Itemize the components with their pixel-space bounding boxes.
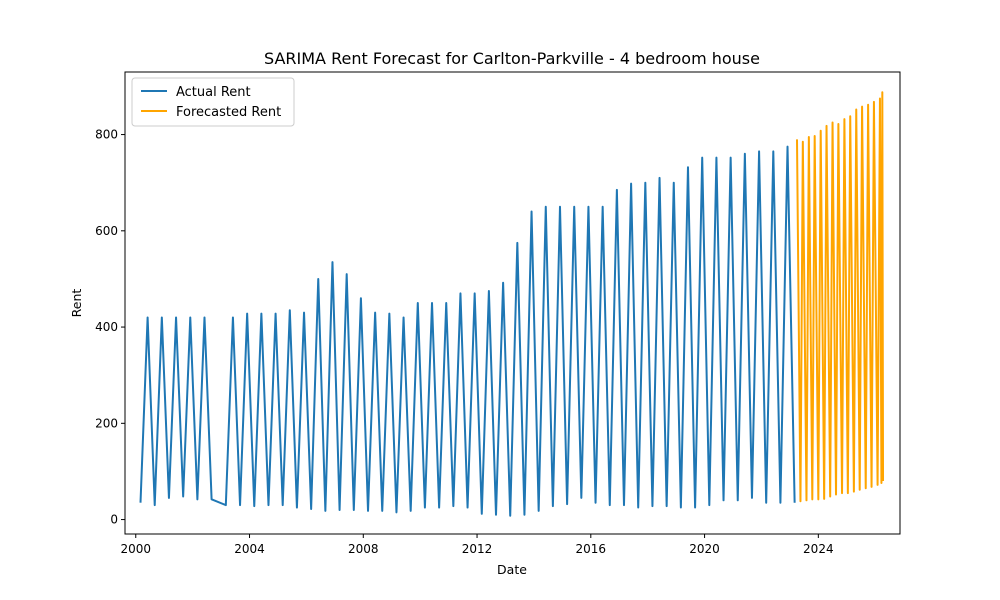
y-tick-label: 800 <box>95 128 118 142</box>
x-tick-label: 2024 <box>803 542 834 556</box>
legend: Actual Rent Forecasted Rent <box>131 77 295 127</box>
y-axis: 0 200 400 600 800 <box>95 128 125 527</box>
series-layer <box>139 91 885 517</box>
y-tick-label: 400 <box>95 320 118 334</box>
y-tick-label: 0 <box>110 513 118 527</box>
x-tick-label: 2008 <box>348 542 379 556</box>
x-axis: 2000 2004 2008 2012 2016 2020 2024 <box>120 534 834 556</box>
x-tick-label: 2016 <box>576 542 607 556</box>
forecasted-rent-line <box>796 91 885 503</box>
legend-forecast-label: Forecasted Rent <box>176 105 281 120</box>
actual-rent-line <box>139 145 796 517</box>
x-tick-label: 2012 <box>462 542 493 556</box>
y-tick-label: 600 <box>95 224 118 238</box>
x-tick-label: 2000 <box>120 542 151 556</box>
x-tick-label: 2020 <box>689 542 720 556</box>
y-axis-title: Rent <box>69 289 84 318</box>
x-axis-title: Date <box>497 562 527 577</box>
y-tick-label: 200 <box>95 416 118 430</box>
chart-title: SARIMA Rent Forecast for Carlton-Parkvil… <box>264 49 760 68</box>
legend-box <box>131 77 295 127</box>
legend-actual-label: Actual Rent <box>176 85 251 100</box>
x-tick-label: 2004 <box>234 542 265 556</box>
